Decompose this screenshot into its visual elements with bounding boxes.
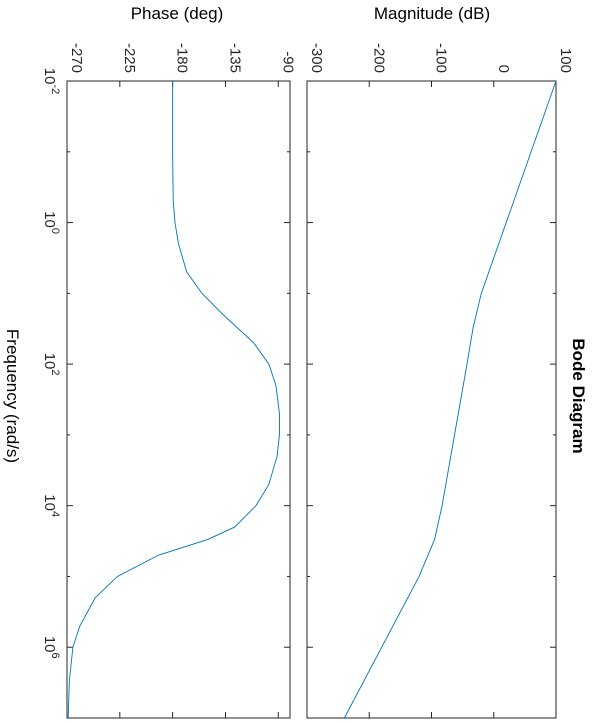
frequency-tick-label: 100 (41, 211, 61, 234)
magnitude-y-tick-label: -100 (433, 43, 450, 73)
magnitude-axis-title: Magnitude (dB) (374, 4, 490, 23)
phase-y-tick-label: -180 (174, 43, 191, 73)
magnitude-y-tick-label: -300 (308, 43, 325, 73)
phase-axis-title: Phase (deg) (131, 4, 224, 23)
chart-title: Bode Diagram (569, 338, 588, 453)
frequency-tick-labels: 10-2 100 102 104 106 (41, 68, 61, 659)
magnitude-y-tick-label: 100 (557, 48, 574, 73)
phase-axes-frame (66, 80, 291, 719)
magnitude-y-tick-label: 0 (495, 65, 512, 73)
frequency-tick-label: 106 (41, 636, 61, 659)
phase-response-line (67, 81, 280, 719)
magnitude-y-tick-label: -200 (370, 43, 387, 73)
phase-y-tick-label: -225 (121, 43, 138, 73)
phase-y-tick-label: -270 (68, 43, 85, 73)
magnitude-response-line (343, 80, 557, 719)
phase-y-tick-label: -90 (279, 51, 296, 73)
frequency-tick-label: 10-2 (41, 68, 61, 94)
frequency-axis-title: Frequency (rad/s) (3, 329, 22, 463)
magnitude-axes-frame (306, 80, 557, 719)
phase-plot: -270 -225 -180 -135 -90 (66, 43, 296, 719)
frequency-tick-label: 102 (41, 353, 61, 376)
phase-y-tick-label: -135 (226, 43, 243, 73)
magnitude-plot: -300 -200 -100 0 100 (306, 43, 574, 719)
frequency-tick-label: 104 (41, 494, 61, 517)
